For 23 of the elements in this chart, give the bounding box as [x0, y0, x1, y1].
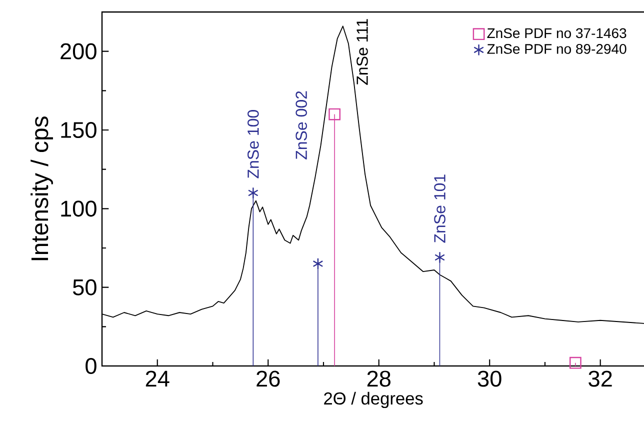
x-axis-title: 2Θ / degrees [324, 392, 423, 408]
legend-label: ZnSe PDF no 89-2940 [487, 44, 626, 54]
y-tick-label: 50 [72, 279, 96, 296]
y-tick-label: 100 [61, 200, 96, 217]
annotation: ZnSe 100 [248, 110, 259, 178]
x-tick-label: 32 [588, 370, 612, 387]
x-tick-label: 26 [256, 370, 280, 387]
y-tick-label: 150 [61, 122, 96, 138]
x-tick-label: 24 [146, 370, 170, 387]
y-axis-title: Intensity / cps [30, 116, 53, 260]
point [434, 252, 445, 264]
annotation: ZnSe 101 [434, 174, 446, 243]
x-tick-label: 28 [367, 370, 390, 387]
legend-label: ZnSe PDF no 37-1463 [487, 28, 626, 38]
point [312, 258, 324, 270]
point [248, 186, 258, 199]
point [328, 108, 340, 120]
annotation: ZnSe 002 [296, 91, 307, 160]
y-tick-label: 200 [60, 43, 96, 60]
point [570, 356, 582, 369]
y-tick-label: 0 [86, 358, 96, 374]
x-tick-label: 30 [478, 370, 502, 387]
annotation: ZnSe 111 [356, 19, 368, 85]
